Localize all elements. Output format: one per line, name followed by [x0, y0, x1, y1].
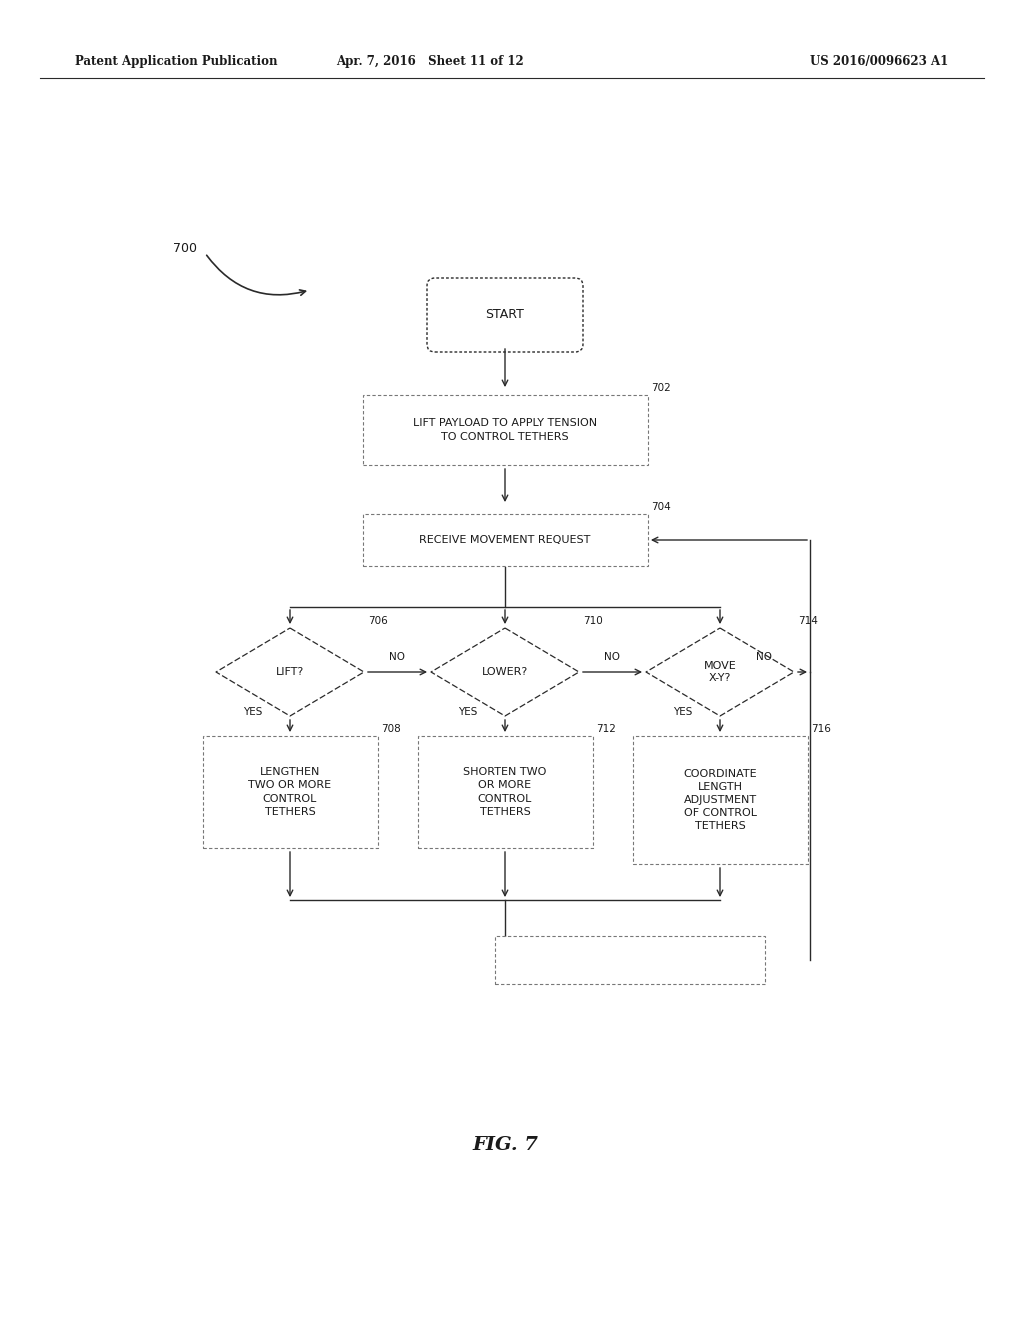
Text: START: START: [485, 309, 524, 322]
Text: LIFT PAYLOAD TO APPLY TENSION
TO CONTROL TETHERS: LIFT PAYLOAD TO APPLY TENSION TO CONTROL…: [413, 418, 597, 442]
Text: 704: 704: [651, 502, 672, 512]
Text: MOVE
X-Y?: MOVE X-Y?: [703, 661, 736, 684]
Text: 706: 706: [368, 616, 388, 626]
Text: NO: NO: [756, 652, 772, 663]
FancyBboxPatch shape: [203, 737, 378, 847]
Text: COORDINATE
LENGTH
ADJUSTMENT
OF CONTROL
TETHERS: COORDINATE LENGTH ADJUSTMENT OF CONTROL …: [683, 768, 757, 832]
Text: FIG. 7: FIG. 7: [472, 1137, 538, 1154]
FancyBboxPatch shape: [362, 395, 647, 465]
FancyBboxPatch shape: [427, 279, 583, 352]
Text: LIFT?: LIFT?: [275, 667, 304, 677]
Text: LOWER?: LOWER?: [482, 667, 528, 677]
FancyBboxPatch shape: [362, 513, 647, 566]
FancyBboxPatch shape: [495, 936, 765, 983]
Text: 702: 702: [651, 383, 672, 393]
Text: LENGTHEN
TWO OR MORE
CONTROL
TETHERS: LENGTHEN TWO OR MORE CONTROL TETHERS: [249, 767, 332, 817]
Text: YES: YES: [243, 708, 262, 717]
Text: 712: 712: [597, 723, 616, 734]
Text: Patent Application Publication: Patent Application Publication: [75, 55, 278, 69]
Text: YES: YES: [673, 708, 692, 717]
Text: US 2016/0096623 A1: US 2016/0096623 A1: [810, 55, 948, 69]
Polygon shape: [646, 628, 794, 715]
Text: NO: NO: [389, 652, 406, 663]
Text: SHORTEN TWO
OR MORE
CONTROL
TETHERS: SHORTEN TWO OR MORE CONTROL TETHERS: [463, 767, 547, 817]
Polygon shape: [431, 628, 579, 715]
Text: 700: 700: [173, 242, 197, 255]
Text: 716: 716: [811, 723, 831, 734]
Text: YES: YES: [458, 708, 477, 717]
Text: Apr. 7, 2016   Sheet 11 of 12: Apr. 7, 2016 Sheet 11 of 12: [336, 55, 524, 69]
Text: 710: 710: [583, 616, 603, 626]
Text: 708: 708: [382, 723, 401, 734]
Polygon shape: [216, 628, 364, 715]
Text: NO: NO: [604, 652, 620, 663]
FancyBboxPatch shape: [633, 737, 808, 865]
Text: 714: 714: [798, 616, 818, 626]
FancyBboxPatch shape: [418, 737, 593, 847]
Text: RECEIVE MOVEMENT REQUEST: RECEIVE MOVEMENT REQUEST: [419, 535, 591, 545]
